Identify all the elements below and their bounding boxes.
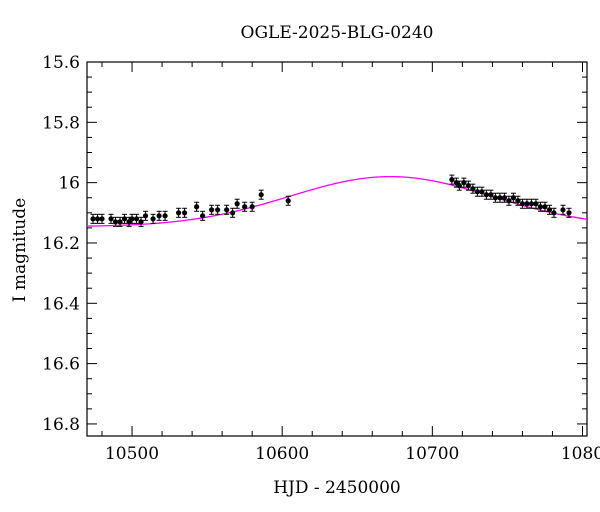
data-point	[560, 207, 566, 213]
data-point	[209, 207, 215, 213]
y-tick-label: 15.8	[42, 113, 80, 133]
data-point	[121, 216, 128, 222]
data-point	[492, 195, 499, 201]
model-curve	[87, 175, 587, 227]
x-tick-label: 1080	[561, 444, 600, 464]
data-point	[181, 210, 188, 216]
data-point	[465, 183, 471, 189]
x-tick-label: 10500	[105, 444, 159, 464]
y-tick-label: 16.4	[42, 294, 80, 314]
data-point	[108, 216, 114, 222]
data-point	[537, 204, 544, 210]
data-point	[479, 189, 485, 195]
x-tick-label: 10600	[255, 444, 309, 464]
data-point	[449, 177, 455, 183]
data-point	[117, 219, 123, 225]
x-tick-label: 10700	[405, 444, 459, 464]
data-point	[94, 216, 101, 222]
plot-frame	[86, 61, 588, 437]
data-point	[99, 216, 105, 222]
y-tick-label: 16.6	[42, 355, 80, 375]
data-point	[162, 213, 168, 219]
data-point	[249, 204, 255, 210]
data-point	[506, 198, 512, 204]
data-point	[546, 207, 553, 213]
data-point	[112, 219, 119, 225]
data-point	[533, 201, 539, 207]
chart-title: OGLE-2025-BLG-0240	[241, 23, 434, 43]
data-point	[528, 201, 535, 207]
data-point	[234, 201, 240, 207]
data-point	[242, 204, 248, 210]
data-point	[138, 219, 144, 225]
data-point	[510, 195, 517, 201]
data-point	[524, 201, 530, 207]
data-point	[230, 210, 236, 216]
plot-area: 10500 10600 10700 1080 15.6 15.8 16 16.2 16.4 16.…	[42, 53, 600, 464]
y-tick-label: 15.6	[42, 53, 80, 73]
x-axis-label: HJD - 2450000	[273, 478, 401, 498]
data-point	[461, 180, 467, 186]
data-point	[150, 216, 156, 222]
data-point	[129, 216, 135, 222]
data-point	[542, 204, 548, 210]
data-point	[519, 201, 526, 207]
data-point	[470, 186, 476, 192]
data-point	[194, 204, 200, 210]
data-point	[224, 207, 230, 213]
data-point	[90, 216, 96, 222]
y-tick-label: 16.2	[42, 234, 80, 254]
data-point	[175, 210, 182, 216]
data-point	[551, 210, 557, 216]
data-point	[483, 192, 489, 198]
data-point	[501, 195, 508, 201]
y-tick-label: 16	[58, 174, 80, 194]
y-tick-label: 16.8	[42, 415, 80, 435]
data-point	[142, 213, 149, 219]
data-point	[488, 192, 494, 198]
data-point	[456, 183, 462, 189]
data-point	[200, 213, 206, 219]
data-point	[133, 216, 140, 222]
data-point	[285, 198, 291, 204]
data-point	[497, 195, 503, 201]
data-point	[215, 207, 221, 213]
data-point	[258, 192, 264, 198]
data-point	[515, 198, 521, 204]
y-axis-label: I magnitude	[10, 198, 30, 302]
data-point	[474, 189, 480, 195]
data-point	[566, 210, 572, 216]
data-point	[156, 213, 162, 219]
